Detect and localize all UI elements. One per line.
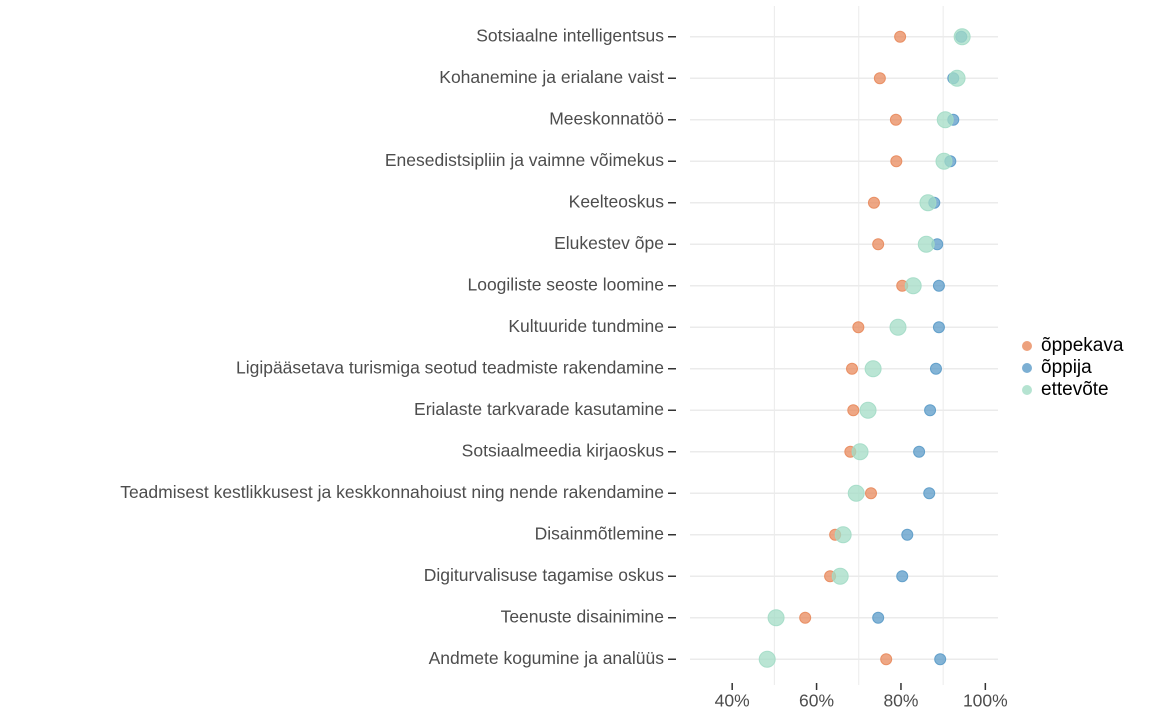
dot — [935, 152, 953, 170]
dot — [936, 111, 954, 129]
dot — [904, 277, 922, 295]
dot — [929, 362, 942, 375]
dot — [889, 318, 907, 336]
dot — [847, 404, 860, 417]
dot — [758, 650, 776, 668]
y-tick-label: Teenuste disainimine — [501, 606, 664, 626]
dot — [872, 611, 885, 624]
x-tick-label: 60% — [799, 691, 834, 711]
dot — [934, 653, 947, 666]
dot — [767, 609, 785, 627]
x-tick-label: 40% — [715, 691, 750, 711]
x-tick-label: 80% — [883, 691, 918, 711]
dot — [834, 526, 852, 544]
dot — [932, 321, 945, 334]
x-tick-label: 100% — [963, 691, 1008, 711]
y-tick-label: Teadmisest kestlikkusest ja keskkonnahoi… — [120, 482, 664, 502]
dot — [896, 570, 909, 583]
dot — [867, 196, 880, 209]
y-tick-label: Sotsiaalmeedia kirjaoskus — [462, 440, 665, 460]
y-tick-label: Enesedistsipliin ja vaimne võimekus — [385, 150, 664, 170]
legend-label: õppija — [1041, 357, 1092, 378]
dot — [913, 445, 926, 458]
dot — [852, 321, 865, 334]
dot — [872, 238, 885, 251]
y-tick-label: Sotsiaalne intelligentsus — [476, 25, 664, 45]
dot — [799, 611, 812, 624]
legend-swatch — [1022, 363, 1032, 373]
y-tick-label: Kultuuride tundmine — [508, 316, 664, 336]
dot — [864, 360, 882, 378]
dot — [846, 362, 859, 375]
y-tick-label: Meeskonnatöö — [549, 108, 664, 128]
legend-label: ettevõte — [1041, 379, 1109, 400]
dot — [831, 567, 849, 585]
y-tick-label: Ligipääsetava turismiga seotud teadmiste… — [236, 357, 664, 377]
y-tick-label: Erialaste tarkvarade kasutamine — [414, 399, 664, 419]
dot — [948, 69, 966, 87]
dot — [880, 653, 893, 666]
dot — [923, 487, 936, 500]
y-tick-label: Kohanemine ja erialane vaist — [439, 67, 664, 87]
legend-label: õppekava — [1041, 335, 1124, 356]
dot — [873, 72, 886, 85]
dot — [859, 401, 877, 419]
dot — [890, 155, 903, 168]
dot — [894, 30, 907, 43]
dot — [865, 487, 878, 500]
y-tick-label: Keelteoskus — [569, 191, 665, 211]
dot — [932, 279, 945, 292]
legend-swatch — [1022, 341, 1032, 351]
dot — [919, 194, 937, 212]
y-tick-label: Loogiliste seoste loomine — [467, 274, 664, 294]
y-tick-label: Andmete kogumine ja analüüs — [429, 648, 665, 668]
dot — [901, 528, 914, 541]
y-tick-label: Disainmõtlemine — [535, 523, 664, 543]
dot — [924, 404, 937, 417]
dot — [889, 113, 902, 126]
dot — [917, 235, 935, 253]
y-tick-label: Digiturvalisuse tagamise oskus — [424, 565, 664, 585]
dot — [847, 484, 865, 502]
dot — [953, 28, 971, 46]
dot — [851, 443, 869, 461]
legend-swatch — [1022, 385, 1032, 395]
y-tick-label: Elukestev õpe — [554, 233, 664, 253]
